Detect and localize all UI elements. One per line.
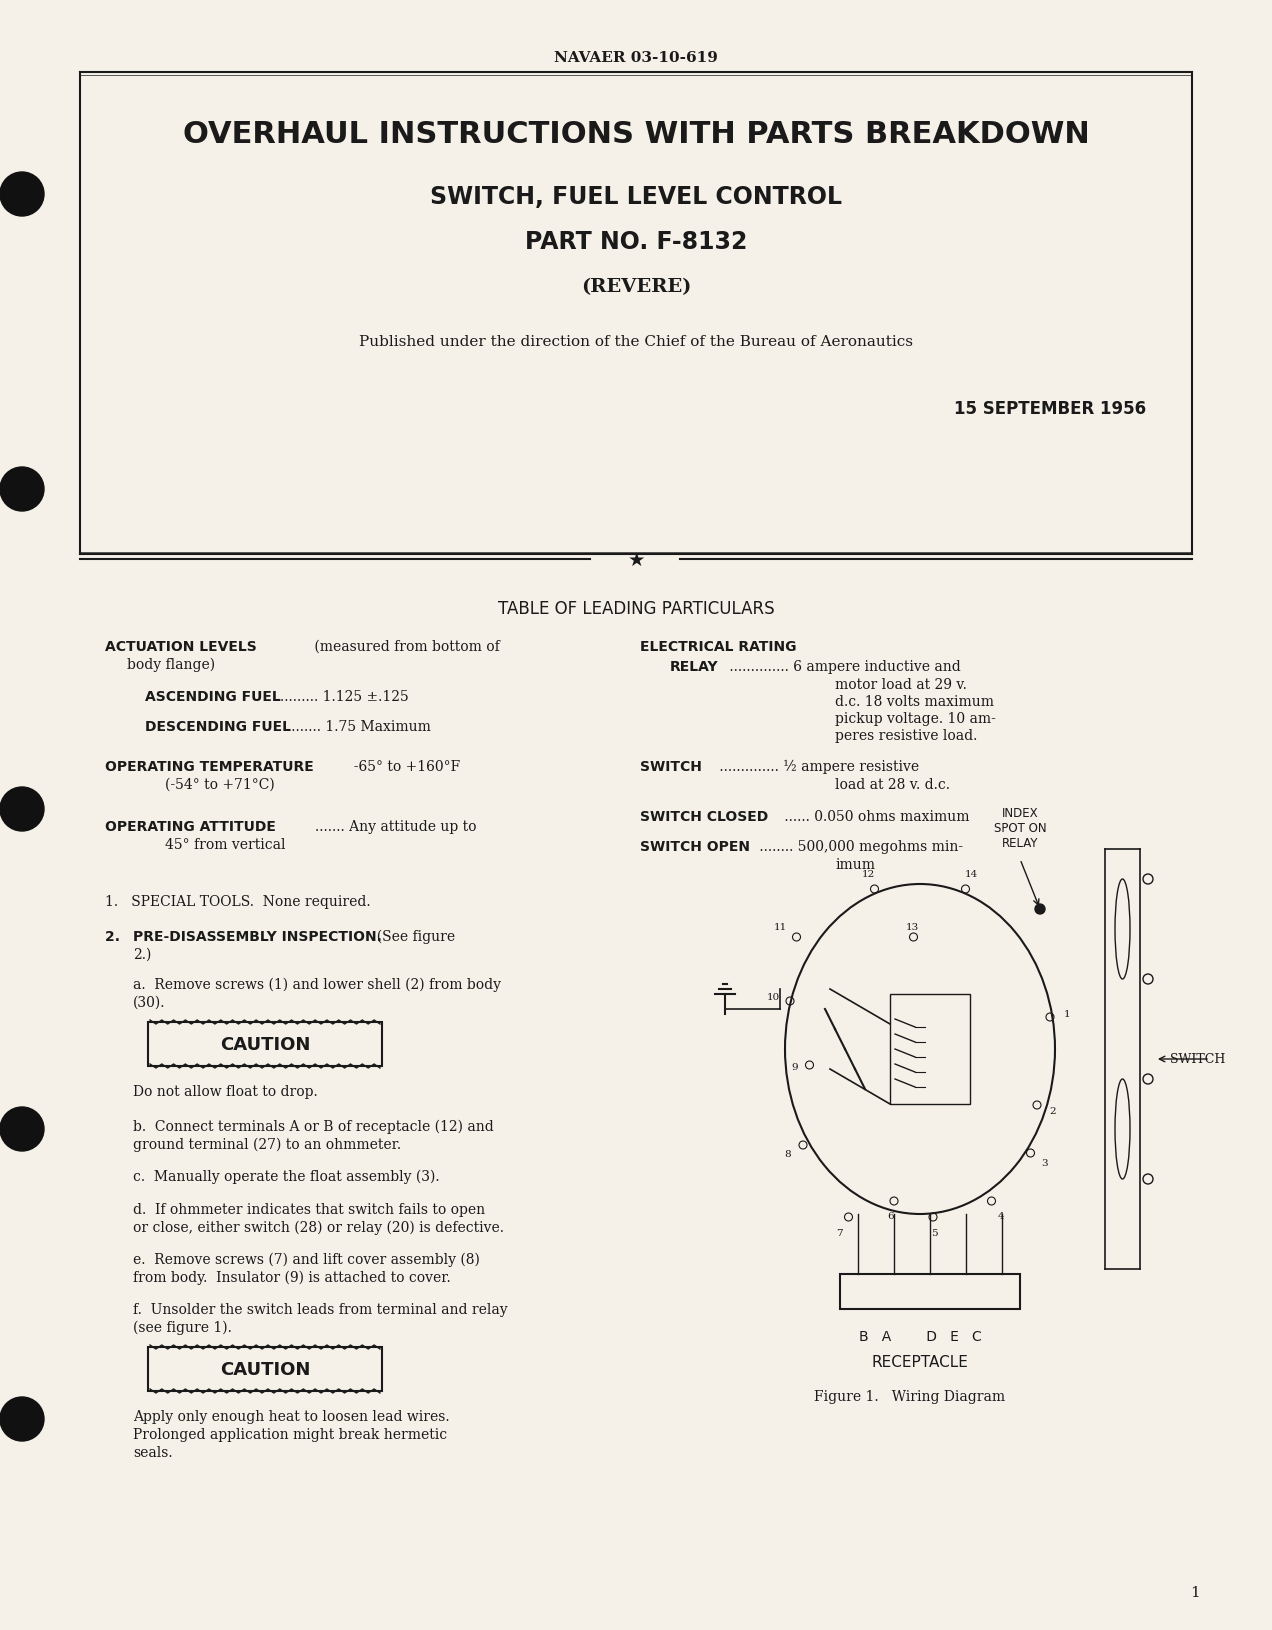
Text: SWITCH, FUEL LEVEL CONTROL: SWITCH, FUEL LEVEL CONTROL [430, 184, 842, 209]
Text: d.  If ohmmeter indicates that switch fails to open: d. If ohmmeter indicates that switch fai… [134, 1203, 485, 1216]
Text: 1: 1 [1191, 1584, 1199, 1599]
Circle shape [1035, 905, 1046, 914]
Text: peres resistive load.: peres resistive load. [834, 729, 977, 743]
Text: OPERATING TEMPERATURE: OPERATING TEMPERATURE [106, 760, 314, 774]
Text: 13: 13 [906, 923, 920, 931]
Text: 1: 1 [1063, 1011, 1070, 1019]
Text: (measured from bottom of: (measured from bottom of [310, 639, 500, 654]
Text: 2.: 2. [106, 929, 135, 944]
Text: SWITCH: SWITCH [640, 760, 702, 774]
Text: or close, either switch (28) or relay (20) is defective.: or close, either switch (28) or relay (2… [134, 1221, 504, 1234]
Text: CAUTION: CAUTION [220, 1359, 310, 1377]
Text: TABLE OF LEADING PARTICULARS: TABLE OF LEADING PARTICULARS [497, 600, 775, 618]
Text: NAVAER 03-10-619: NAVAER 03-10-619 [555, 51, 717, 65]
Circle shape [0, 787, 45, 831]
Text: pickup voltage. 10 am-: pickup voltage. 10 am- [834, 712, 996, 725]
Text: -65° to +160°F: -65° to +160°F [345, 760, 460, 774]
Text: ........ 1.75 Maximum: ........ 1.75 Maximum [287, 719, 431, 734]
Text: ....... Any attitude up to: ....... Any attitude up to [315, 820, 477, 833]
Text: d.c. 18 volts maximum: d.c. 18 volts maximum [834, 694, 993, 709]
Text: SWITCH CLOSED: SWITCH CLOSED [640, 810, 768, 823]
Text: 4: 4 [997, 1211, 1004, 1219]
Text: motor load at 29 v.: motor load at 29 v. [834, 678, 967, 691]
Text: 10: 10 [766, 993, 780, 1001]
Text: 9: 9 [791, 1063, 799, 1071]
Text: imum: imum [834, 857, 875, 872]
Text: 3: 3 [1042, 1159, 1048, 1167]
Circle shape [0, 1397, 45, 1441]
Text: DESCENDING FUEL: DESCENDING FUEL [145, 719, 291, 734]
Text: ........ 500,000 megohms min-: ........ 500,000 megohms min- [756, 839, 963, 854]
Text: 2: 2 [1049, 1107, 1056, 1115]
Text: ...... 0.050 ohms maximum: ...... 0.050 ohms maximum [780, 810, 969, 823]
Bar [890, 994, 971, 1104]
Text: a.  Remove screws (1) and lower shell (2) from body: a. Remove screws (1) and lower shell (2)… [134, 978, 501, 991]
Text: OVERHAUL INSTRUCTIONS WITH PARTS BREAKDOWN: OVERHAUL INSTRUCTIONS WITH PARTS BREAKDO… [183, 121, 1089, 148]
Text: 1.   SPECIAL TOOLS.  None required.: 1. SPECIAL TOOLS. None required. [106, 895, 370, 908]
Text: 2.): 2.) [134, 947, 151, 962]
Circle shape [0, 1107, 45, 1151]
Text: c.  Manually operate the float assembly (3).: c. Manually operate the float assembly (… [134, 1169, 440, 1183]
Text: seals.: seals. [134, 1446, 173, 1459]
Text: 5: 5 [931, 1229, 937, 1237]
Text: (see figure 1).: (see figure 1). [134, 1320, 232, 1335]
Text: PART NO. F-8132: PART NO. F-8132 [525, 230, 747, 254]
Text: Published under the direction of the Chief of the Bureau of Aeronautics: Published under the direction of the Chi… [359, 334, 913, 349]
Text: B   A        D   E   C: B A D E C [859, 1328, 982, 1343]
Text: .............. 6 ampere inductive and: .............. 6 ampere inductive and [725, 660, 960, 673]
Bar [840, 1275, 1020, 1309]
Text: 45° from vertical: 45° from vertical [165, 838, 285, 851]
Text: RECEPTACLE: RECEPTACLE [871, 1355, 968, 1369]
Text: body flange): body flange) [127, 657, 215, 672]
Text: OPERATING ATTITUDE: OPERATING ATTITUDE [106, 820, 276, 833]
Text: CAUTION: CAUTION [220, 1035, 310, 1053]
Circle shape [0, 173, 45, 217]
Text: 15 SEPTEMBER 1956: 15 SEPTEMBER 1956 [954, 399, 1146, 417]
Text: load at 28 v. d.c.: load at 28 v. d.c. [834, 778, 950, 792]
Text: (See figure: (See figure [368, 929, 455, 944]
Text: RELAY: RELAY [670, 660, 719, 673]
Text: e.  Remove screws (7) and lift cover assembly (8): e. Remove screws (7) and lift cover asse… [134, 1252, 480, 1267]
Text: ground terminal (27) to an ohmmeter.: ground terminal (27) to an ohmmeter. [134, 1138, 401, 1152]
Text: SWITCH: SWITCH [1170, 1053, 1225, 1066]
Text: Apply only enough heat to loosen lead wires.: Apply only enough heat to loosen lead wi… [134, 1410, 449, 1423]
Text: (REVERE): (REVERE) [581, 277, 691, 295]
Text: (-54° to +71°C): (-54° to +71°C) [165, 778, 275, 792]
Text: ......... 1.125 ±.125: ......... 1.125 ±.125 [280, 689, 408, 704]
Text: Prolonged application might break hermetic: Prolonged application might break hermet… [134, 1428, 448, 1441]
Text: from body.  Insulator (9) is attached to cover.: from body. Insulator (9) is attached to … [134, 1270, 450, 1284]
Text: 6: 6 [888, 1211, 894, 1219]
Text: Figure 1.   Wiring Diagram: Figure 1. Wiring Diagram [814, 1389, 1006, 1403]
Text: .............. ½ ampere resistive: .............. ½ ampere resistive [715, 760, 920, 774]
Text: ACTUATION LEVELS: ACTUATION LEVELS [106, 639, 257, 654]
Text: INDEX
SPOT ON
RELAY: INDEX SPOT ON RELAY [993, 807, 1047, 849]
Text: SWITCH OPEN: SWITCH OPEN [640, 839, 750, 854]
Text: 11: 11 [773, 923, 787, 931]
Text: Do not allow float to drop.: Do not allow float to drop. [134, 1084, 318, 1099]
Text: 12: 12 [862, 870, 875, 879]
Text: 8: 8 [785, 1149, 791, 1159]
Text: (30).: (30). [134, 996, 165, 1009]
Text: ★: ★ [627, 551, 645, 569]
Text: 14: 14 [965, 870, 978, 879]
Text: b.  Connect terminals A or B of receptacle (12) and: b. Connect terminals A or B of receptacl… [134, 1120, 494, 1134]
Text: f.  Unsolder the switch leads from terminal and relay: f. Unsolder the switch leads from termin… [134, 1302, 508, 1315]
Text: 7: 7 [836, 1229, 842, 1237]
Text: PRE-DISASSEMBLY INSPECTION.: PRE-DISASSEMBLY INSPECTION. [134, 929, 382, 944]
Text: ELECTRICAL RATING: ELECTRICAL RATING [640, 639, 796, 654]
Text: ASCENDING FUEL: ASCENDING FUEL [145, 689, 281, 704]
Circle shape [0, 468, 45, 512]
